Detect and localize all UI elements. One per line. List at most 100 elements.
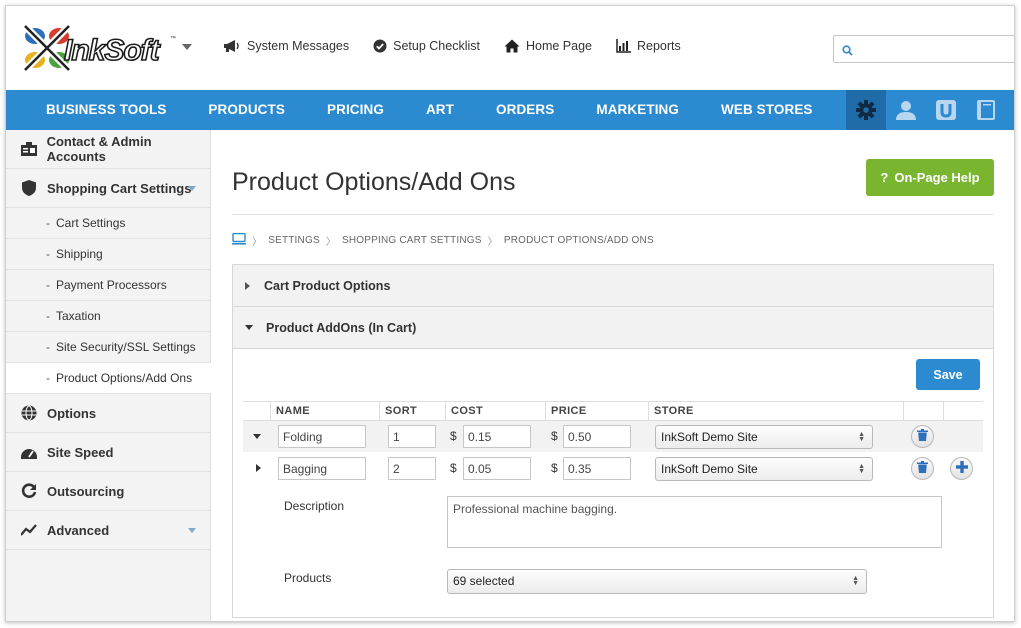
sidebar-item-site-speed[interactable]: Site Speed bbox=[6, 433, 210, 472]
globe-icon bbox=[20, 405, 38, 421]
top-bar: InkSoft ™ System Messages Setup Checklis… bbox=[6, 6, 1014, 90]
sidebar-subitem-cart-settings[interactable]: - Cart Settings bbox=[6, 208, 210, 239]
main-content: Product Options/Add Ons ? On-Page Help 〉… bbox=[212, 130, 1014, 621]
breadcrumb-current: PRODUCT OPTIONS/ADD ONS bbox=[503, 235, 654, 246]
shield-icon bbox=[20, 180, 38, 196]
setup-checklist-link[interactable]: Setup Checklist bbox=[373, 39, 480, 53]
contacts-icon bbox=[20, 142, 38, 156]
price-input[interactable] bbox=[563, 457, 631, 480]
products-select[interactable]: 69 selected ▲ ▼ bbox=[447, 569, 867, 594]
u-badge-icon[interactable] bbox=[926, 90, 966, 130]
sidebar-item-label: Options bbox=[47, 405, 97, 421]
nav-marketing[interactable]: MARKETING bbox=[596, 102, 680, 117]
nav-orders[interactable]: ORDERS bbox=[496, 102, 555, 117]
delete-row-button[interactable] bbox=[911, 425, 934, 448]
price-input[interactable] bbox=[563, 425, 631, 448]
sort-input[interactable] bbox=[388, 457, 436, 480]
breadcrumb-shopping-cart-settings[interactable]: SHOPPING CART SETTINGS bbox=[342, 235, 482, 246]
sidebar-item-options[interactable]: Options bbox=[6, 394, 210, 433]
gear-icon[interactable] bbox=[846, 90, 886, 130]
table-header: NAME SORT COST PRICE STORE bbox=[243, 401, 983, 421]
breadcrumb-separator: 〉 bbox=[252, 237, 263, 248]
caret-right-icon[interactable] bbox=[256, 464, 261, 472]
megaphone-icon bbox=[223, 39, 241, 53]
setup-checklist-label: Setup Checklist bbox=[393, 39, 480, 53]
currency-symbol: $ bbox=[450, 429, 457, 443]
select-arrows-icon: ▲ ▼ bbox=[852, 575, 859, 587]
sidebar-item-label: Shopping Cart Settings bbox=[47, 180, 192, 196]
breadcrumb-separator: 〉 bbox=[325, 237, 337, 248]
sidebar-subitem-shipping[interactable]: - Shipping bbox=[6, 239, 210, 270]
select-arrows-icon: ▲ ▼ bbox=[858, 431, 865, 443]
delete-row-button[interactable] bbox=[911, 457, 934, 480]
sidebar-subitem-product-options[interactable]: - Product Options/Add Ons bbox=[6, 363, 211, 394]
accordion-cart-product-options[interactable]: Cart Product Options bbox=[233, 265, 993, 307]
nav-art[interactable]: ART bbox=[425, 102, 454, 117]
sort-input[interactable] bbox=[388, 425, 436, 448]
home-page-link[interactable]: Home Page bbox=[504, 39, 592, 53]
sidebar-item-advanced[interactable]: Advanced bbox=[6, 511, 210, 550]
sidebar-subitem-site-security[interactable]: - Site Security/SSL Settings bbox=[6, 332, 210, 363]
add-row-button[interactable] bbox=[950, 457, 973, 480]
column-header-price: PRICE bbox=[545, 402, 648, 420]
cost-input[interactable] bbox=[463, 425, 531, 448]
plus-icon bbox=[955, 460, 968, 478]
bar-chart-icon bbox=[616, 39, 631, 53]
search-box[interactable] bbox=[833, 35, 1014, 63]
sidebar-item-contact-admin[interactable]: Contact & Admin Accounts bbox=[6, 130, 210, 169]
question-icon: ? bbox=[880, 170, 889, 185]
products-label: Products bbox=[284, 571, 332, 585]
sidebar: Contact & Admin Accounts Shopping Cart S… bbox=[6, 130, 211, 621]
column-header-cost: COST bbox=[445, 402, 545, 420]
help-button-label: On-Page Help bbox=[894, 170, 980, 185]
options-panel: Cart Product Options Product AddOns (In … bbox=[232, 264, 994, 618]
cost-input[interactable] bbox=[463, 457, 531, 480]
page-title: Product Options/Add Ons bbox=[232, 168, 516, 196]
book-icon[interactable] bbox=[966, 90, 1006, 130]
search-icon bbox=[842, 43, 853, 61]
sidebar-item-label: Outsourcing bbox=[47, 483, 125, 499]
breadcrumb-settings[interactable]: SETTINGS bbox=[268, 235, 320, 246]
description-label: Description bbox=[284, 499, 345, 513]
nav-business-tools[interactable]: BUSINESS TOOLS bbox=[46, 102, 167, 117]
check-circle-icon bbox=[373, 39, 387, 53]
divider bbox=[232, 214, 994, 215]
caret-down-icon bbox=[245, 325, 253, 330]
nav-pricing[interactable]: PRICING bbox=[326, 102, 384, 117]
caret-down-icon[interactable] bbox=[253, 434, 261, 439]
store-select[interactable]: InkSoft Demo Site ▲ ▼ bbox=[655, 457, 873, 481]
chevron-down-icon[interactable] bbox=[182, 44, 192, 50]
svg-text:™: ™ bbox=[170, 35, 176, 42]
computer-icon[interactable] bbox=[232, 232, 246, 248]
trash-icon bbox=[917, 460, 928, 478]
user-icon[interactable] bbox=[886, 90, 926, 130]
name-input[interactable] bbox=[278, 457, 366, 480]
sidebar-item-shopping-cart-settings[interactable]: Shopping Cart Settings bbox=[6, 169, 210, 208]
sidebar-item-label: Advanced bbox=[47, 522, 110, 538]
save-button[interactable]: Save bbox=[916, 359, 980, 390]
column-header-store: STORE bbox=[648, 402, 903, 420]
inksoft-logo[interactable]: InkSoft ™ bbox=[20, 20, 190, 76]
reports-label: Reports bbox=[637, 39, 681, 53]
sidebar-subitem-payment-processors[interactable]: - Payment Processors bbox=[6, 270, 210, 301]
dashboard-icon bbox=[20, 445, 38, 459]
accordion-product-addons[interactable]: Product AddOns (In Cart) bbox=[233, 307, 993, 349]
select-arrows-icon: ▲ ▼ bbox=[858, 463, 865, 475]
sidebar-item-outsourcing[interactable]: Outsourcing bbox=[6, 472, 210, 511]
sidebar-subitem-taxation[interactable]: - Taxation bbox=[6, 301, 210, 332]
column-header-name: NAME bbox=[270, 402, 379, 420]
system-messages-link[interactable]: System Messages bbox=[223, 39, 349, 53]
table-row: $ $ InkSoft Demo Site ▲▼ bbox=[243, 453, 983, 484]
nav-web-stores[interactable]: WEB STORES bbox=[721, 102, 813, 117]
description-field[interactable]: Professional machine bagging. bbox=[447, 496, 942, 548]
reports-link[interactable]: Reports bbox=[616, 39, 681, 53]
search-input[interactable] bbox=[858, 38, 1008, 60]
currency-symbol: $ bbox=[450, 461, 457, 475]
name-input[interactable] bbox=[278, 425, 366, 448]
store-select[interactable]: InkSoft Demo Site ▲ ▼ bbox=[655, 425, 873, 449]
main-nav: BUSINESS TOOLS PRODUCTS PRICING ART ORDE… bbox=[6, 90, 1014, 130]
sidebar-item-label: Site Speed bbox=[47, 444, 114, 460]
chevron-down-icon bbox=[188, 186, 196, 191]
on-page-help-button[interactable]: ? On-Page Help bbox=[866, 159, 994, 196]
nav-products[interactable]: PRODUCTS bbox=[208, 102, 285, 117]
